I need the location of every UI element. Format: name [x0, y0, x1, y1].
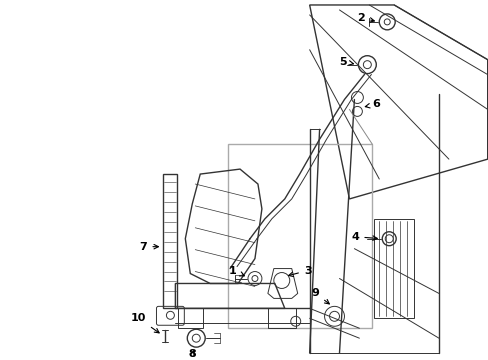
Bar — [373, 219, 413, 318]
Text: 1: 1 — [229, 266, 244, 276]
Text: 9: 9 — [311, 288, 328, 304]
Text: 3: 3 — [288, 266, 311, 276]
Bar — [267, 309, 295, 328]
Bar — [178, 309, 203, 328]
Text: 4: 4 — [351, 232, 376, 242]
Text: 5: 5 — [339, 57, 353, 67]
Text: 2: 2 — [357, 13, 374, 23]
Text: 8: 8 — [188, 349, 196, 359]
Bar — [163, 174, 177, 309]
Text: 10: 10 — [131, 313, 159, 333]
Bar — [227, 144, 371, 328]
Text: 7: 7 — [140, 242, 158, 252]
Text: 6: 6 — [365, 99, 380, 109]
